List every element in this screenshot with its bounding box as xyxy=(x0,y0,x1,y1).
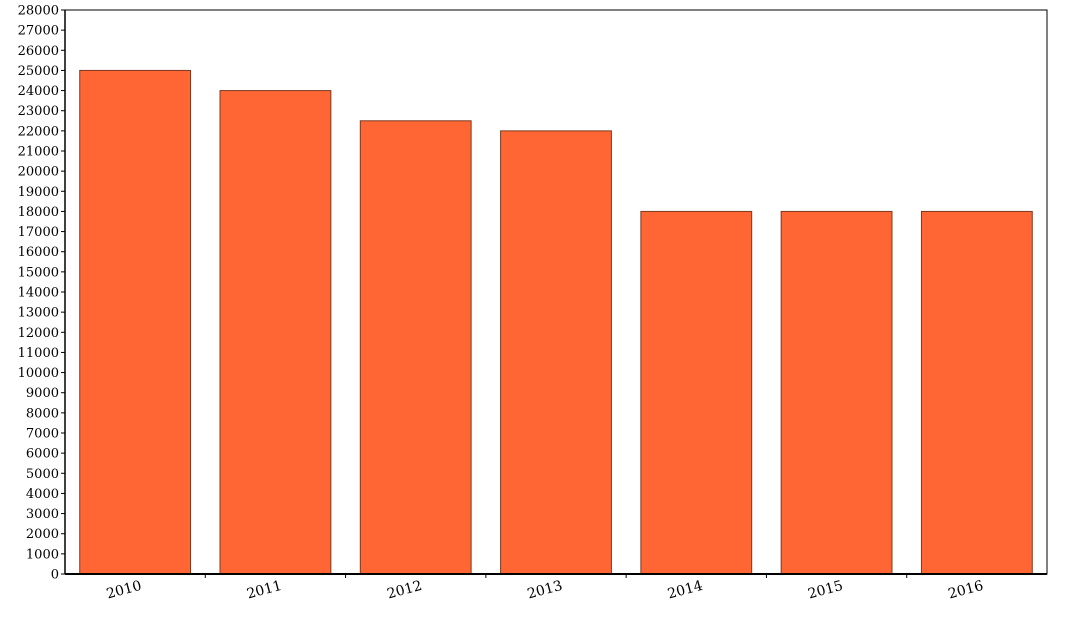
y-tick-label: 8000 xyxy=(26,406,59,421)
x-tick-label: 2011 xyxy=(245,578,284,603)
y-tick-label: 3000 xyxy=(26,507,59,522)
bar-2011 xyxy=(219,90,332,575)
y-tick-label: 11000 xyxy=(18,346,59,361)
y-tick-label: 27000 xyxy=(18,24,59,39)
y-tick-label: 19000 xyxy=(18,185,59,200)
y-tick-label: 14000 xyxy=(18,286,59,301)
y-tick-label: 5000 xyxy=(26,467,59,482)
y-tick-label: 10000 xyxy=(18,366,59,381)
bar-2013 xyxy=(500,130,612,575)
y-tick-label: 1000 xyxy=(26,547,59,562)
y-tick-label: 17000 xyxy=(18,225,59,240)
x-tick-label: 2013 xyxy=(526,578,565,603)
y-tick-label: 9000 xyxy=(26,386,59,401)
y-tick-label: 7000 xyxy=(26,427,59,442)
bar-2015 xyxy=(780,210,893,575)
y-tick-label: 2000 xyxy=(26,527,59,542)
x-tick-label: 2014 xyxy=(666,578,705,603)
y-tick-label: 0 xyxy=(51,568,59,583)
y-tick-label: 23000 xyxy=(18,104,59,119)
y-tick-label: 20000 xyxy=(18,165,59,180)
bar-2012 xyxy=(359,120,472,575)
y-tick-label: 16000 xyxy=(18,245,59,260)
y-tick-label: 24000 xyxy=(18,84,59,99)
x-tick-label: 2016 xyxy=(947,578,986,603)
bar-2014 xyxy=(640,210,753,575)
y-tick-label: 21000 xyxy=(18,145,59,160)
plot-frame xyxy=(64,9,1048,575)
y-tick-label: 25000 xyxy=(18,64,59,79)
bars-group xyxy=(79,69,1033,575)
x-axis-ticks: 2010 2011 2012 2013 2014 2015 2016 xyxy=(105,574,985,602)
x-tick-label: 2015 xyxy=(806,578,845,603)
y-tick-label: 26000 xyxy=(18,44,59,59)
y-tick-label: 4000 xyxy=(26,487,59,502)
y-tick-label: 18000 xyxy=(18,205,59,220)
y-tick-label: 6000 xyxy=(26,447,59,462)
y-tick-label: 15000 xyxy=(18,265,59,280)
x-tick-label: 2010 xyxy=(105,578,144,603)
y-axis-ticks: 0 1000 2000 3000 4000 5000 6000 7000 8000 9000 100… xyxy=(18,4,65,583)
bar-2016 xyxy=(920,210,1033,575)
y-tick-label: 22000 xyxy=(18,124,59,139)
bar-2010 xyxy=(79,69,192,575)
x-tick-label: 2012 xyxy=(385,578,424,603)
y-tick-label: 12000 xyxy=(18,326,59,341)
y-tick-label: 28000 xyxy=(18,4,59,19)
y-tick-label: 13000 xyxy=(18,306,59,321)
